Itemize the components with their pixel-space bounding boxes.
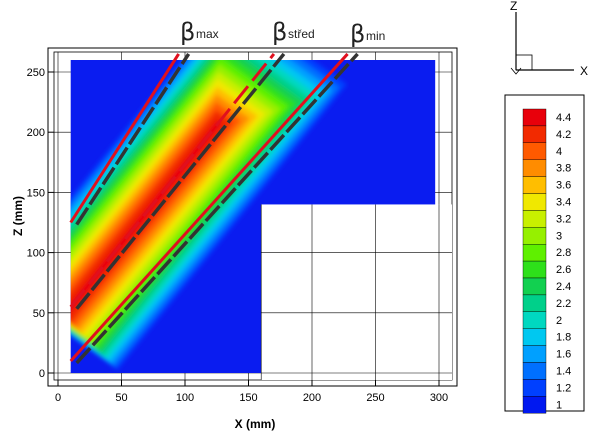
colorbar-swatch-17 [522, 396, 547, 414]
colorbar-swatch-10 [522, 277, 547, 296]
beta-max-label: β max [180, 18, 219, 46]
empty-region [261, 204, 452, 380]
colorbar: 4.4 4.2 4 3.8 3.6 3.4 3.2 3 2.8 2.6 2.4 2.2 2 1.8 1.6 1… [522, 108, 571, 414]
x-axis-label: X (mm) [235, 417, 276, 431]
svg-text:střed: střed [288, 27, 315, 41]
colorbar-label-0: 4.4 [556, 112, 571, 124]
colorbar-label-4: 3.6 [556, 180, 571, 192]
colorbar-label-3: 3.8 [556, 163, 571, 175]
colorbar-swatch-9 [522, 260, 547, 279]
x-tick-label-3: 150 [239, 392, 257, 404]
x-tick-label-0: 0 [55, 392, 61, 404]
beta-line-2 [69, 52, 359, 365]
y-axis-label: Z (mm) [11, 196, 25, 236]
colorbar-swatch-8 [522, 243, 547, 262]
x-tick-label-5: 250 [366, 392, 384, 404]
z-tick-label-5: 250 [27, 67, 45, 79]
colorbar-swatch-6 [522, 210, 547, 228]
colorbar-swatch-15 [522, 362, 547, 380]
colorbar-label-6: 3.2 [556, 213, 571, 225]
y-axis-ticks: 0 50 100 150 200 250 [27, 67, 54, 380]
grid-lines-over-empty [260, 204, 452, 380]
beta-line-1 [69, 52, 286, 310]
beta-min-label: β min [350, 20, 385, 48]
svg-text:min: min [366, 29, 385, 43]
beta-lines [69, 52, 359, 365]
colorbar-label-12: 2 [556, 315, 562, 327]
colorbar-swatch-12 [522, 311, 547, 329]
colorbar-label-9: 2.6 [556, 264, 571, 276]
colorbar-swatch-13 [522, 328, 547, 346]
x-tick-label-6: 300 [430, 392, 448, 404]
colorbar-label-7: 3 [556, 230, 562, 242]
colorbar-label-13: 1.8 [556, 332, 571, 344]
svg-text:max: max [196, 27, 219, 41]
x-axis-ticks: 0 50 100 150 200 250 300 [55, 380, 448, 404]
colorbar-swatch-3 [522, 159, 547, 177]
z-tick-label-4: 200 [27, 127, 45, 139]
colorbar-swatch-1 [522, 125, 547, 144]
x-tick-label-4: 200 [303, 392, 321, 404]
colorbar-swatch-2 [522, 142, 547, 160]
colorbar-label-11: 2.2 [556, 298, 571, 310]
svg-text:β: β [272, 18, 287, 46]
colorbar-swatch-14 [522, 345, 547, 363]
svg-text:β: β [180, 18, 195, 46]
colorbar-swatch-7 [522, 227, 547, 245]
colorbar-label-1: 4.2 [556, 129, 571, 141]
colorbar-label-2: 4 [556, 146, 562, 158]
z-tick-label-3: 150 [27, 187, 45, 199]
colorbar-label-8: 2.8 [556, 247, 571, 259]
x-tick-label-1: 50 [115, 392, 127, 404]
x-tick-label-2: 100 [176, 392, 194, 404]
colorbar-swatch-5 [522, 193, 547, 211]
triad-x-label: X [580, 64, 588, 78]
beta-line-0 [69, 52, 191, 226]
z-tick-label-0: 0 [39, 368, 45, 380]
colorbar-swatch-16 [522, 379, 547, 397]
colorbar-label-5: 3.4 [556, 197, 571, 209]
z-tick-label-2: 100 [27, 248, 45, 260]
colorbar-label-17: 1 [556, 399, 562, 411]
svg-text:β: β [350, 20, 365, 48]
colorbar-swatch-0 [522, 108, 547, 127]
triad-z-label: Z [510, 0, 517, 13]
beta-stred-label: β střed [272, 18, 315, 46]
colorbar-label-15: 1.4 [556, 366, 571, 378]
axes-triad: Z X [510, 0, 588, 78]
colorbar-label-14: 1.6 [556, 349, 571, 361]
colorbar-label-10: 2.4 [556, 281, 571, 293]
colorbar-swatch-11 [522, 294, 547, 312]
colorbar-label-16: 1.2 [556, 382, 571, 394]
z-tick-label-1: 50 [33, 308, 45, 320]
colorbar-swatch-4 [522, 176, 547, 194]
